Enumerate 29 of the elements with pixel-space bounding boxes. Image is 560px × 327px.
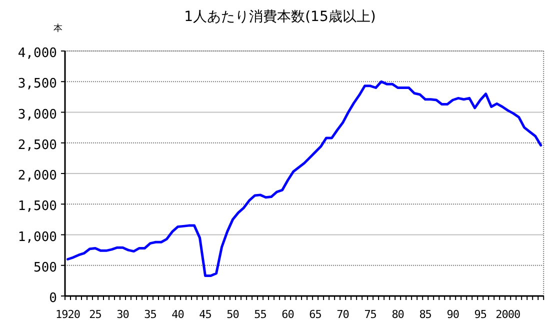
x-tick-label: 55 [254,308,266,321]
x-tick-label: 85 [419,308,432,321]
x-tick-label: 70 [336,308,349,321]
line-series [66,80,542,278]
y-tick-label: 3,000 [18,107,57,122]
x-tick-label: 25 [89,308,102,321]
chart-title: 1人あたり消費本数(15歳以上) [184,9,376,25]
x-tick-label: 50 [226,308,239,321]
y-tick-label: 4,000 [18,46,57,61]
x-tick-label: 30 [116,308,129,321]
x-tick-label: 60 [282,308,294,321]
x-tick-label: 2000 [496,308,520,321]
x-tick-label: 45 [199,308,212,321]
y-tick-label: 1,000 [18,230,57,245]
y-tick-label: 2,500 [18,138,57,153]
x-tick-label: 65 [309,308,322,321]
x-tick-label: 40 [172,308,184,321]
y-axis-title: 本 [54,23,62,34]
x-tick-label: 75 [364,308,376,321]
y-tick-label: 2,000 [18,168,57,184]
y-tick-label: 3,500 [18,76,57,92]
x-tick-label: 1920 [56,308,80,321]
y-tick-label: 500 [34,260,57,276]
y-tick-label: 0 [49,291,57,306]
x-tick-label: 95 [474,308,486,321]
x-tick-label: 80 [392,308,404,321]
y-tick-label: 1,500 [18,199,57,214]
x-tick-label: 35 [144,308,156,321]
x-tick-label: 90 [446,308,459,321]
